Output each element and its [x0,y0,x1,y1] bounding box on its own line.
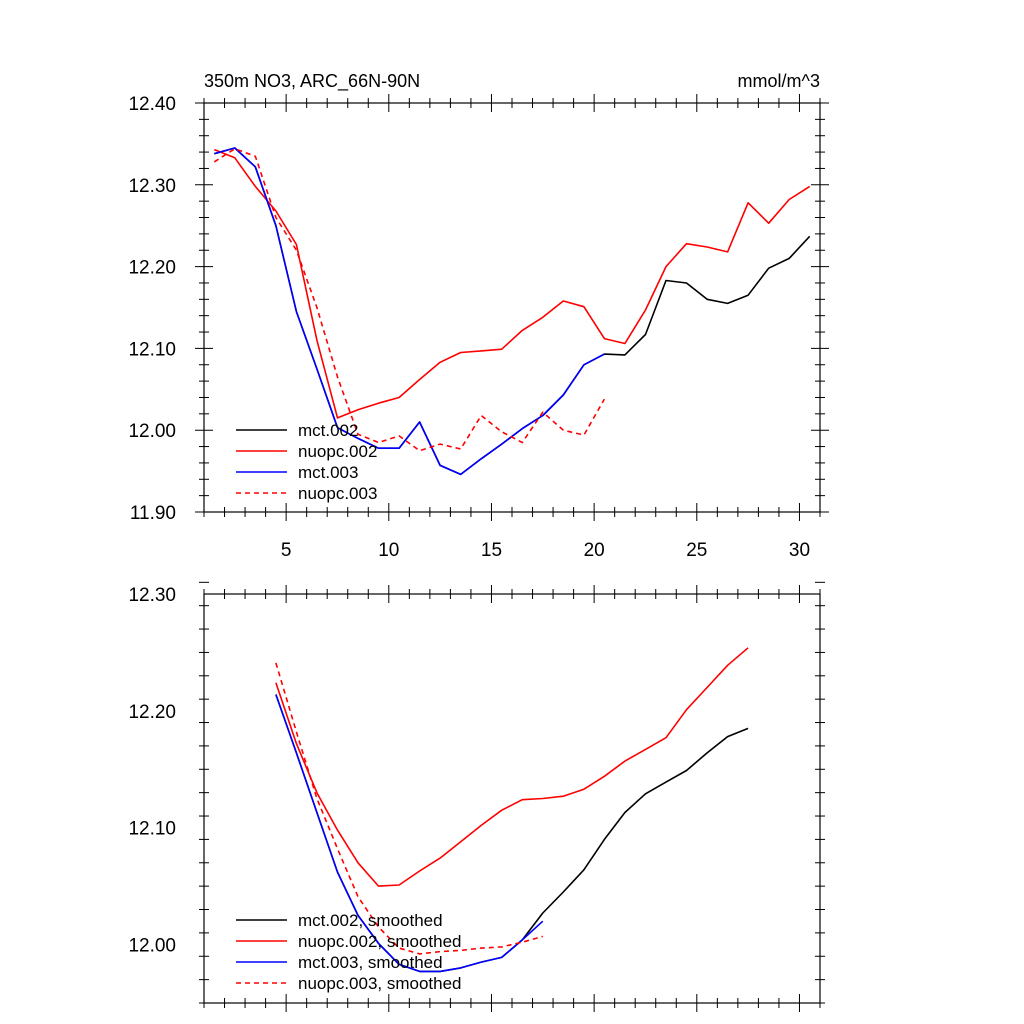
legend-label: nuopc.002, smoothed [298,932,462,951]
x-tick-label: 15 [481,540,502,561]
y-tick-label: 12.30 [128,176,176,197]
plot-frame [203,593,821,1004]
x-tick-label: 5 [281,540,292,561]
y-tick-label: 12.00 [128,421,176,442]
x-tick-label: 10 [378,540,399,561]
legend-label: mct.002 [298,421,358,440]
chart-title: 350m NO3, ARC_66N-90N [204,71,420,92]
series-line-mct-003-smoothed [275,694,544,973]
x-tick-label: 30 [789,540,810,561]
series-line-mct-003 [214,147,605,476]
y-tick-label: 11.90 [130,503,176,524]
y-tick-label: 12.40 [128,94,176,115]
y-tick-label: 12.20 [128,702,176,723]
legend-label: mct.003, smoothed [298,953,443,972]
x-tick-label: 20 [584,540,605,561]
legend-label: nuopc.003 [298,484,377,503]
legend-label: nuopc.003, smoothed [298,974,462,993]
x-tick-label: 25 [686,540,707,561]
series-line-nuopc-002-smoothed [275,647,749,887]
y-tick-label: 12.20 [128,258,176,279]
series-line-nuopc-002 [214,148,811,419]
legend-label: mct.002, smoothed [298,911,443,930]
chart-units: mmol/m^3 [738,71,820,91]
series-line-nuopc-003-smoothed [275,662,544,955]
legend-label: nuopc.002 [298,442,377,461]
y-tick-label: 12.10 [128,819,176,840]
series-line-nuopc-003 [213,148,606,452]
upper-chart-panel: 350m NO3, ARC_66N-90N mmol/m^3 5 10 15 20 25… [128,71,829,561]
lower-chart-panel: 12.00 12.10 12.20 12.30 mct.002, smoothed nuo… [128,581,825,1012]
y-tick-label: 12.10 [128,339,176,360]
y-tick-label: 12.00 [128,936,176,957]
y-tick-label: 12.30 [128,585,176,606]
plot-frame [203,102,821,513]
legend-label: mct.003 [298,463,358,482]
